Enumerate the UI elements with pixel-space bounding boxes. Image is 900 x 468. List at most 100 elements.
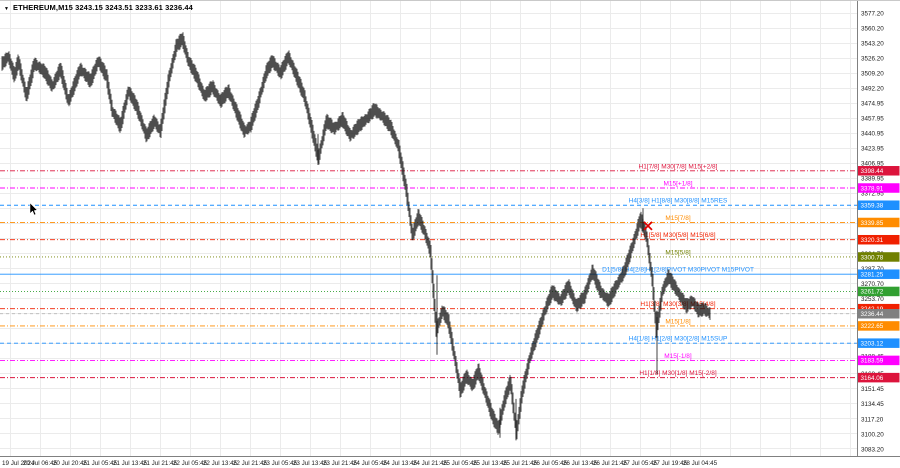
level-label: M15[7/8] (665, 215, 690, 222)
price-grid-label: 3151.45 (861, 386, 884, 393)
time-grid-label: 27 Jul 05:45 (623, 460, 658, 467)
level-price-box (858, 309, 900, 319)
time-grid-label: 24 Jul 13:45 (383, 460, 418, 467)
level-price-box-text: 3164.06 (861, 375, 884, 382)
level-price-box-text: 3398.44 (861, 168, 884, 175)
level-price-box (858, 355, 900, 366)
price-axis-level-boxes: 3398.44 3378.91 3359.38 3339.85 3320.31 3300.… (858, 166, 900, 383)
price-grid-label: 3083.20 (861, 446, 884, 453)
candle-wicks (317, 134, 658, 441)
time-grid-label: 22 Jul 05:45 (173, 460, 208, 467)
level-price-box (858, 166, 900, 176)
level-label: D1[5/8] H4[2/8]H1[2/8]PIVOT M30PIVOT M15… (602, 267, 754, 274)
price-grid-label: 3372.95 (861, 191, 884, 198)
time-grid-label: 25 Jul 13:45 (473, 460, 508, 467)
time-grid-label: 26 Jul 21:45 (593, 460, 628, 467)
level-price-box-text: 3300.78 (861, 254, 884, 261)
level-price-box (858, 269, 900, 279)
time-grid-label: 23 Jul 13:45 (293, 460, 328, 467)
level-price-box (858, 286, 900, 297)
price-grid-label: 3509.20 (861, 70, 884, 77)
level-labels: H1[7/8] M30[7/8] M15[+2/8] M15[+1/8] H4[3/… (602, 163, 754, 377)
level-price-box (858, 252, 900, 262)
time-grid-label: 22 Jul 13:45 (203, 460, 238, 467)
level-lines[interactable] (0, 170, 857, 379)
symbol-ohlc-text: ETHEREUM,M15 3243.15 3243.51 3233.61 323… (13, 3, 193, 12)
level-price-box-text: 3236.44 (861, 311, 884, 318)
price-grid-label: 3543.20 (861, 40, 884, 47)
price-grid-label: 3457.95 (861, 116, 884, 123)
level-price-box (858, 372, 900, 383)
time-grid-label: 21 Jul 13:45 (113, 460, 148, 467)
price-grid-label: 3492.20 (861, 85, 884, 92)
level-price-box-text: 3281.25 (861, 272, 884, 279)
level-label: M15[-1/8] (664, 353, 692, 360)
time-grid-label: 23 Jul 05:45 (263, 460, 298, 467)
price-grid-label: 3100.20 (861, 431, 884, 438)
level-label: H1[7/8] M30[7/8] M15[+2/8] (639, 163, 718, 170)
level-price-box (858, 183, 900, 193)
level-price-box (858, 321, 900, 331)
mouse-cursor (29, 202, 38, 216)
level-price-box-text: 3359.38 (861, 203, 884, 210)
time-grid-label: 20 Jul 20:45 (53, 460, 88, 467)
price-grid-label: 3253.70 (861, 296, 884, 303)
level-label: M15[+1/8] (663, 181, 692, 188)
time-grid-label: 28 Jul 04:45 (683, 460, 718, 467)
level-label: H1[3/8] M30[3/8] M15[4/8] (640, 301, 715, 308)
time-grid-label: 25 Jul 21:45 (503, 460, 538, 467)
price-grid-label: 3117.20 (861, 416, 884, 423)
price-grid-label: 3287.70 (861, 266, 884, 273)
level-price-box (858, 303, 900, 314)
level-price-box (858, 200, 900, 210)
price-grid-label: 3474.95 (861, 101, 884, 108)
time-grid-label: 19 Jul 2024 (2, 460, 35, 467)
level-price-box-text: 3183.59 (861, 358, 884, 365)
time-grid-label: 22 Jul 21:45 (233, 460, 268, 467)
price-grid-label: 3270.70 (861, 281, 884, 288)
level-label: H1[1/8] M30[1/8] M15[-2/8] (639, 370, 717, 377)
level-label: M15[1/8] (665, 318, 690, 325)
symbol-dropdown-marker-icon[interactable]: ▼ (4, 5, 10, 12)
level-price-box (858, 338, 900, 348)
level-price-box (858, 234, 900, 245)
time-grid-label: 21 Jul 21:45 (143, 460, 178, 467)
level-label: M15[5/8] (665, 249, 690, 256)
sell-signal-x-marker[interactable] (643, 221, 653, 231)
price-grid-label: 3526.20 (861, 55, 884, 62)
time-grid-label: 20 Jul 06:45 (23, 460, 58, 467)
level-price-box-text: 3339.85 (861, 220, 884, 227)
time-grid-label: 27 Jul 19:45 (653, 460, 688, 467)
level-price-box-text: 3203.12 (861, 340, 884, 347)
time-grid-label: 24 Jul 05:45 (353, 460, 388, 467)
candlesticks (1, 32, 711, 440)
symbol-ohlc-line: ▼ ETHEREUM,M15 3243.15 3243.51 3233.61 3… (4, 3, 193, 12)
level-label: H1[5/8] M30[5/8] M15[6/8] (640, 232, 715, 239)
price-grid-label: 3389.95 (861, 176, 884, 183)
time-axis-bg (0, 457, 900, 468)
level-price-box-text: 3261.72 (861, 289, 884, 296)
grid (0, 1, 857, 456)
level-label: H4[1/8] H1[2/8] M30[2/8] M15SUP (629, 336, 728, 343)
price-axis-bg (858, 1, 900, 468)
price-grid-label: 3560.20 (861, 25, 884, 32)
time-grid-label: 26 Jul 13:45 (563, 460, 598, 467)
price-grid-label: 3406.95 (861, 161, 884, 168)
price-grid-label: 3577.20 (861, 10, 884, 17)
level-price-box-text: 3378.91 (861, 185, 884, 192)
price-grid-label: 3134.45 (861, 401, 884, 408)
level-price-box (858, 217, 900, 228)
level-label: H4[3/8] H1[8/8] M30[8/8] M15RES (629, 198, 728, 205)
time-grid-label: 25 Jul 05:45 (443, 460, 478, 467)
level-price-box-text: 3320.31 (861, 237, 884, 244)
time-grid-label: 26 Jul 05:45 (533, 460, 568, 467)
time-grid-label: 24 Jul 21:45 (413, 460, 448, 467)
time-grid-label: 23 Jul 21:45 (323, 460, 358, 467)
time-grid-label: 21 Jul 05:45 (83, 460, 118, 467)
price-grid-label: 3440.95 (861, 131, 884, 138)
level-price-box-text: 3222.65 (861, 323, 884, 330)
price-grid-label: 3423.95 (861, 146, 884, 153)
